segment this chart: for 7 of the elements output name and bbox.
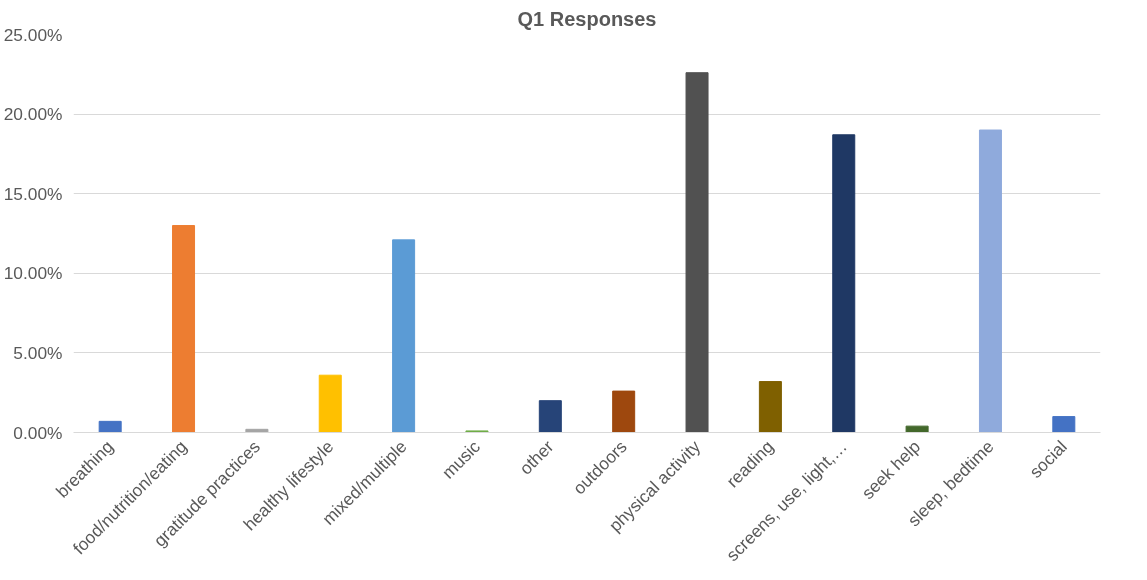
y-tick-label: 0.00% [13,422,63,443]
y-tick-label: 25.00% [3,24,63,45]
y-tick-label: 20.00% [3,104,63,125]
chart-title: Q1 Responses [517,7,657,30]
y-tick-label: 15.00% [3,183,63,204]
y-tick-label: 10.00% [3,263,63,284]
y-tick-label: 5.00% [13,342,63,363]
